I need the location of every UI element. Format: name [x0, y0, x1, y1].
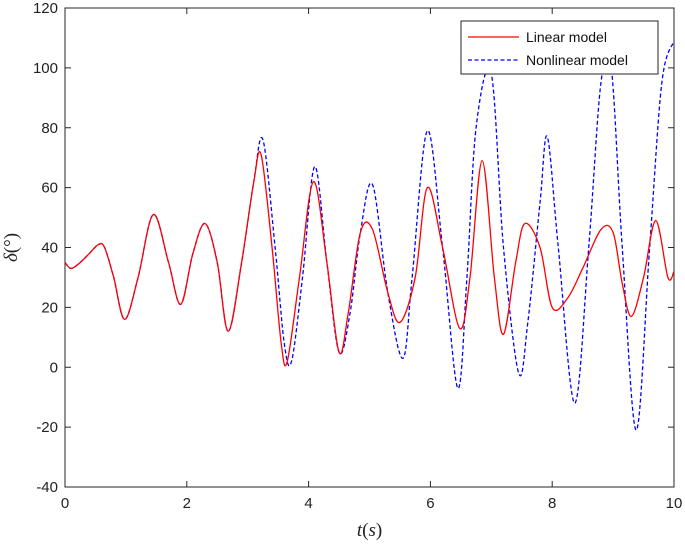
series-line-linear-model	[65, 151, 674, 367]
y-axis-label-rest: (°)	[1, 233, 22, 253]
y-tick-label: 40	[41, 240, 58, 257]
x-tick-label: 10	[666, 495, 683, 512]
y-tick-label: 120	[33, 0, 58, 17]
x-tick-label: 0	[61, 495, 69, 512]
y-tick-label: 100	[33, 60, 58, 77]
y-tick-label: 80	[41, 120, 58, 137]
y-tick-label: -40	[36, 479, 58, 496]
legend-label-linear-model: Linear model	[526, 29, 607, 45]
legend-label-nonlinear-model: Nonlinear model	[526, 52, 628, 68]
legend-box	[460, 20, 659, 75]
legend: Linear model Nonlinear model	[460, 20, 659, 75]
x-axis-ticks: 0 2 4 6 8 10	[61, 8, 683, 512]
plot-area: 0 2 4 6 8 10 -40 -20 0 20 40 60 80 100 120	[33, 0, 682, 512]
x-axis-label: t(s)	[357, 520, 382, 541]
plot-frame	[64, 7, 675, 488]
y-axis-ticks: -40 -20 0 20 40 60 80 100 120	[33, 0, 674, 496]
x-axis-label-close: )	[376, 520, 382, 541]
y-tick-label: 20	[41, 299, 58, 316]
series-layer	[65, 40, 674, 431]
x-axis-label-unit: s	[368, 520, 375, 541]
x-tick-label: 2	[183, 495, 191, 512]
y-axis-label: δ(°)	[1, 233, 22, 262]
x-axis-label-var: t	[357, 520, 363, 541]
x-tick-label: 4	[304, 495, 312, 512]
y-tick-label: 0	[50, 359, 58, 376]
x-tick-label: 6	[426, 495, 434, 512]
x-tick-label: 8	[548, 495, 556, 512]
y-tick-label: -20	[36, 419, 58, 436]
y-tick-label: 60	[41, 180, 58, 197]
x-axis-label-open: (	[362, 520, 368, 541]
y-axis-label-var: δ	[1, 252, 22, 262]
